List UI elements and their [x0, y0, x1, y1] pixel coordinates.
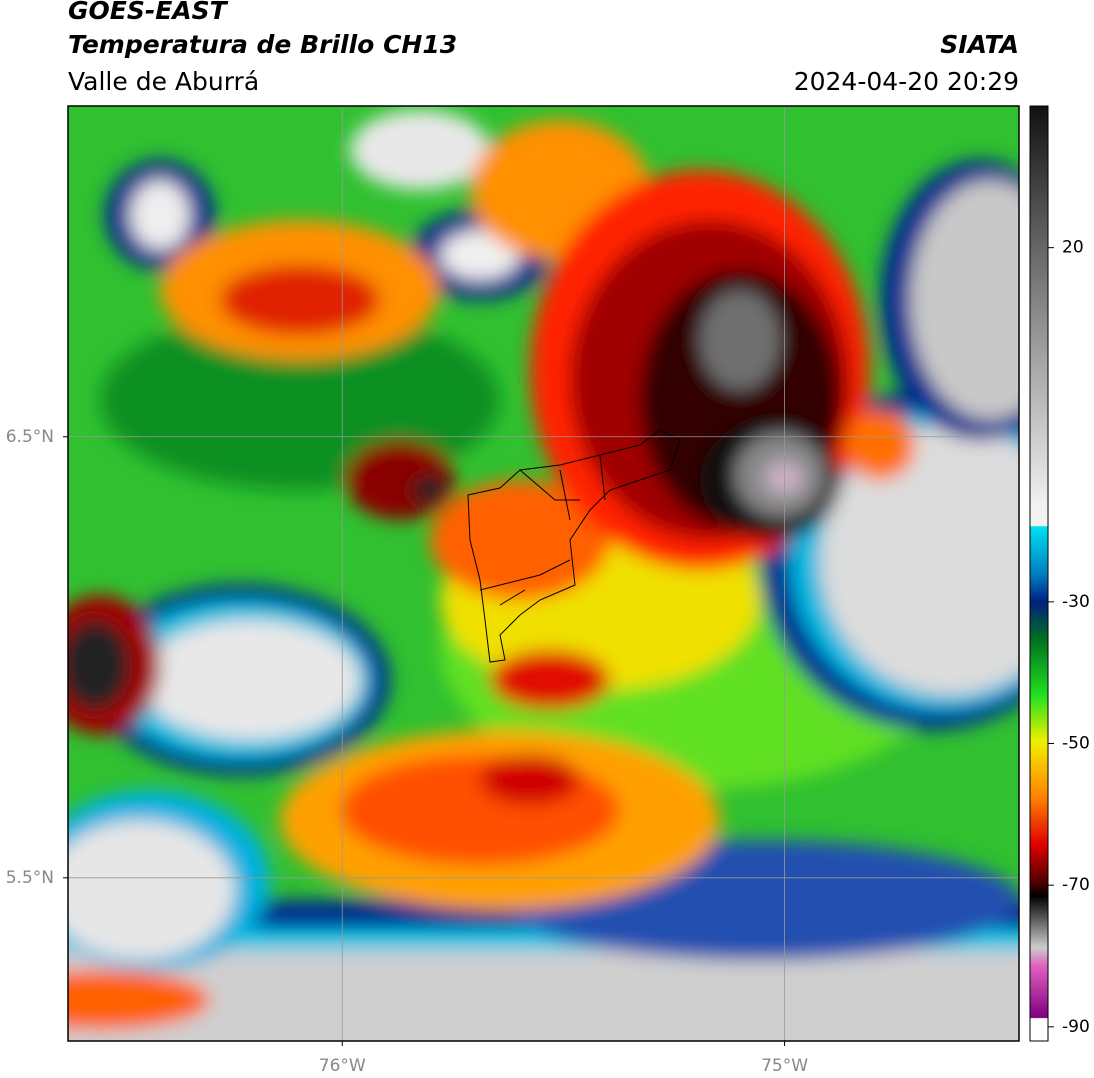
cloud-patch — [412, 476, 448, 504]
colorbar-tick-label: -70 — [1062, 875, 1090, 895]
cloud-patch — [68, 950, 1019, 1041]
datetime: 2024-04-20 20:29 — [794, 67, 1019, 96]
x-tick-label: 75°W — [761, 1056, 808, 1076]
cloud-patch — [440, 230, 520, 280]
municipality-outline — [467, 429, 681, 663]
cloud-patch — [68, 620, 130, 710]
cloud-patch — [845, 410, 915, 480]
subtitle: Temperatura de Brillo CH13 — [68, 30, 457, 59]
colorbar-tick-label: -30 — [1062, 592, 1090, 612]
cloud-patch — [130, 180, 190, 250]
y-tick-label: 5.5°N — [6, 868, 54, 888]
cloud-patch — [68, 820, 235, 960]
region: Valle de Aburrá — [68, 67, 259, 96]
cloud-patch — [340, 755, 620, 865]
cloud-patch — [220, 265, 380, 335]
satellite-image — [68, 106, 1019, 1041]
map-frame — [67, 105, 1020, 1042]
title: GOES-EAST — [68, 0, 229, 25]
colorbar-tick-label: -90 — [1062, 1017, 1090, 1037]
cloud-field — [68, 110, 1019, 1041]
cloud-patch — [68, 970, 210, 1030]
cloud-patch — [820, 425, 1019, 695]
y-tick-label: 6.5°N — [6, 427, 54, 447]
x-tick-label: 76°W — [319, 1056, 366, 1076]
cloud-patch — [490, 650, 610, 710]
cloud-patch — [350, 110, 490, 190]
cloud-patch — [910, 180, 1019, 420]
colorbar-tick-label: 20 — [1062, 238, 1084, 258]
grid — [68, 106, 1019, 1041]
source: SIATA — [940, 30, 1019, 59]
cloud-patch — [700, 290, 780, 390]
colorbar — [1029, 105, 1049, 1042]
cloud-patch — [480, 755, 580, 805]
cloud-patch — [140, 620, 360, 740]
cloud-patch — [779, 473, 789, 483]
cloud-patch — [430, 480, 610, 600]
colorbar-tick-label: -50 — [1062, 734, 1090, 754]
